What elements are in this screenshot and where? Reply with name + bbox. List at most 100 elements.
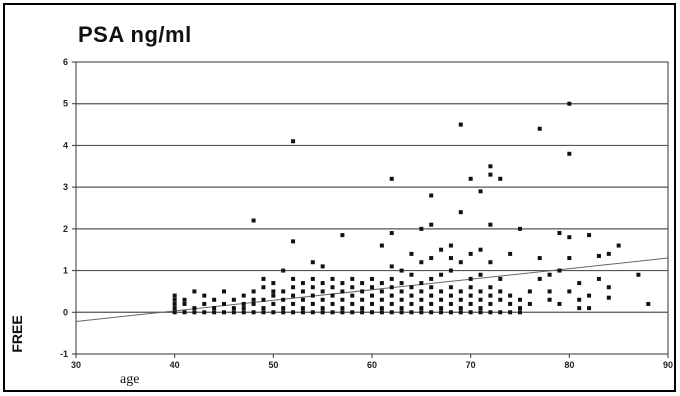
chart-title: PSA ng/ml [78,22,192,47]
data-point [518,297,522,302]
y-tick-label: 2 [63,224,68,234]
data-point [468,310,473,315]
data-point [182,301,187,306]
data-point [577,281,582,286]
data-point [478,297,483,302]
data-point [261,276,266,281]
x-tick-label: 50 [268,360,278,370]
data-point [350,310,355,315]
data-point [389,285,394,290]
data-point [330,301,335,306]
data-point [379,306,384,311]
data-point [222,301,226,306]
data-point [478,310,483,315]
data-point [192,310,197,315]
data-point [202,293,207,298]
data-point [439,272,444,277]
data-point [557,301,562,306]
data-point [389,310,394,315]
data-point [291,139,296,144]
x-tick-label: 30 [71,360,81,370]
data-point [320,281,325,286]
data-point [182,297,187,302]
data-point [439,247,444,252]
data-point [389,301,394,306]
data-point [429,256,434,261]
data-point [251,297,256,302]
data-point [567,256,572,261]
data-point [379,297,384,302]
data-point [606,285,611,290]
data-point [261,310,266,315]
data-point [429,193,434,198]
data-point [350,285,355,290]
data-point [212,310,217,315]
data-point [202,310,207,315]
data-point [340,281,345,286]
data-point [478,289,483,294]
data-point [379,289,384,294]
data-point [350,301,355,306]
data-point [330,293,335,298]
y-tick-label: 6 [63,57,68,67]
data-point [182,310,187,315]
data-point [458,289,463,294]
data-point [448,310,453,315]
data-point [340,306,345,311]
data-point [370,285,374,290]
data-point [587,306,592,311]
x-tick-label: 60 [367,360,377,370]
data-point [488,222,493,227]
data-point [537,256,542,261]
data-point [241,306,246,311]
data-point [360,289,365,294]
data-point [192,289,197,294]
data-point [310,301,315,306]
chart-frame [3,3,676,392]
data-point [429,276,434,281]
data-point [429,301,434,306]
data-point [577,297,582,302]
data-point [478,306,483,311]
data-point [271,289,276,294]
data-point [300,306,305,311]
data-point [458,306,463,311]
data-point [241,293,246,298]
x-tick-label: 40 [170,360,180,370]
data-point [360,281,365,286]
data-point [379,310,384,315]
data-point [448,301,453,306]
data-point [340,310,345,315]
data-point [458,260,463,265]
data-point [567,235,572,240]
data-point [261,306,266,311]
data-point [419,297,424,302]
data-point [419,306,424,311]
data-point [429,285,434,290]
data-point [429,222,434,227]
data-point [192,306,197,311]
data-point [488,285,493,290]
data-point [389,231,394,236]
data-point [202,301,207,306]
data-point [330,285,335,290]
data-point [488,172,493,177]
data-point [429,310,434,315]
data-point [468,176,473,181]
data-point [300,281,305,286]
data-point [340,289,345,294]
data-point [567,151,572,156]
data-point [261,285,266,290]
data-point [399,268,404,273]
data-point [409,293,414,298]
data-point [508,310,513,315]
data-point [231,297,236,302]
data-point [429,293,434,298]
data-point [409,285,414,290]
data-point [577,306,582,311]
data-point [399,281,404,286]
data-point [498,297,503,302]
data-point [478,189,483,194]
data-point [399,306,404,311]
